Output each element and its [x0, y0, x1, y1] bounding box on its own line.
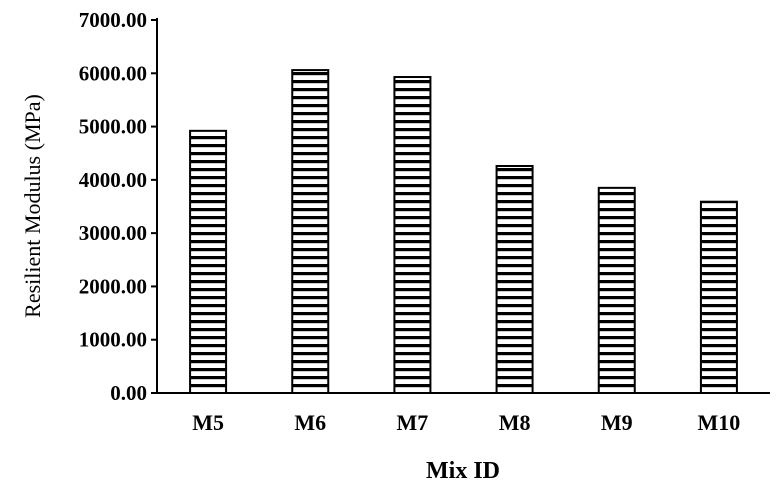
bar-m9 [597, 186, 636, 394]
x-axis-tick-labels: M5 M6 M7 M8 M9 M10 [192, 410, 740, 435]
bar-m7 [393, 76, 432, 394]
y-axis-ticks: 0.00 1000.00 2000.00 3000.00 4000.00 5000.00 6… [79, 8, 157, 405]
x-axis-title: Mix ID [426, 458, 500, 484]
bars [189, 69, 738, 395]
y-tick-label: 4000.00 [79, 168, 147, 192]
y-tick-label: 3000.00 [79, 221, 147, 245]
x-tick-label: M8 [499, 410, 531, 435]
x-tick-label: M6 [294, 410, 326, 435]
y-tick-label: 2000.00 [79, 274, 147, 298]
y-tick-label: 0.00 [110, 381, 147, 405]
bar-m6 [291, 69, 330, 395]
y-tick-label: 5000.00 [79, 115, 147, 139]
x-tick-label: M7 [397, 410, 429, 435]
bar-m8 [495, 165, 534, 394]
x-tick-label: M9 [601, 410, 633, 435]
y-tick-label: 6000.00 [79, 61, 147, 85]
y-tick-label: 7000.00 [79, 8, 147, 32]
bar-m10 [699, 200, 738, 394]
y-tick-label: 1000.00 [79, 328, 147, 352]
x-tick-label: M10 [698, 410, 741, 435]
y-axis-title: Resilient Modulus (MPa) [20, 94, 45, 318]
x-tick-label: M5 [192, 410, 224, 435]
bar-m5 [189, 129, 228, 394]
